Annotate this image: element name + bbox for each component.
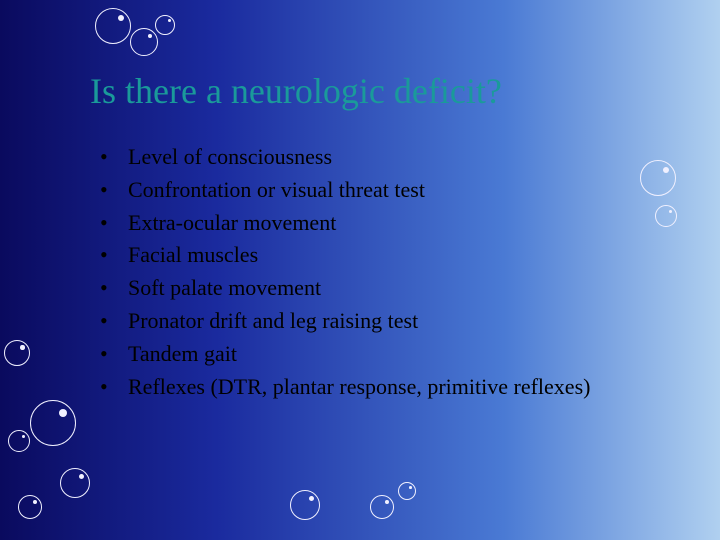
- bullet-item: Facial muscles: [100, 240, 660, 271]
- bullet-item: Level of consciousness: [100, 142, 660, 173]
- bubble-icon: [370, 495, 394, 519]
- bullet-item: Tandem gait: [100, 339, 660, 370]
- bubble-icon: [30, 400, 76, 446]
- bullet-list: Level of consciousness Confrontation or …: [90, 142, 660, 402]
- bubble-icon: [8, 430, 30, 452]
- bullet-item: Confrontation or visual threat test: [100, 175, 660, 206]
- bubble-icon: [130, 28, 158, 56]
- bullet-item: Reflexes (DTR, plantar response, primiti…: [100, 372, 660, 403]
- bubble-icon: [4, 340, 30, 366]
- bullet-item: Extra-ocular movement: [100, 208, 660, 239]
- slide-title: Is there a neurologic deficit?: [90, 70, 660, 112]
- bubble-icon: [640, 160, 676, 196]
- slide-container: Is there a neurologic deficit? Level of …: [0, 0, 720, 540]
- bubble-icon: [60, 468, 90, 498]
- bubble-icon: [655, 205, 677, 227]
- bubble-icon: [95, 8, 131, 44]
- bubble-icon: [398, 482, 416, 500]
- bubble-icon: [290, 490, 320, 520]
- bullet-item: Pronator drift and leg raising test: [100, 306, 660, 337]
- bubble-icon: [18, 495, 42, 519]
- bubble-icon: [155, 15, 175, 35]
- bullet-item: Soft palate movement: [100, 273, 660, 304]
